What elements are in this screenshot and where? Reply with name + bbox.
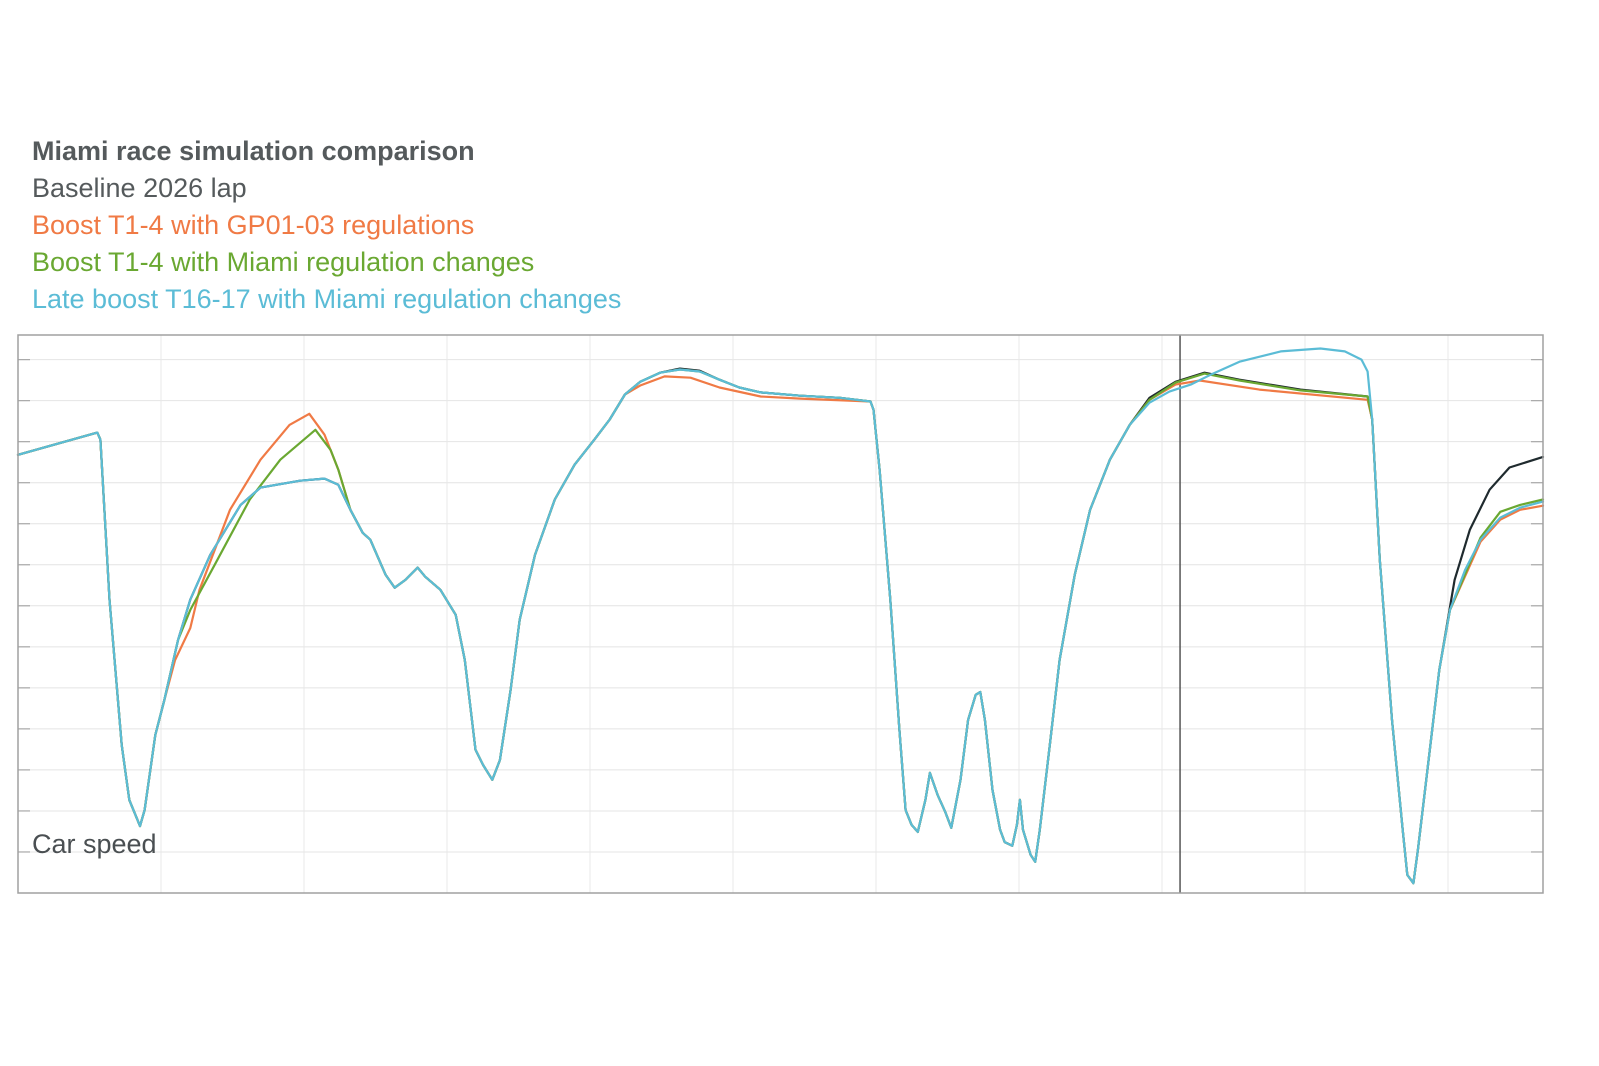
plot-frame <box>17 334 1544 894</box>
legend-item-baseline: Baseline 2026 lap <box>32 173 247 203</box>
grid <box>18 335 1543 893</box>
series-line-3 <box>16 347 1545 885</box>
series-line-1 <box>16 375 1545 885</box>
legend-item-miami-t1-4: Boost T1-4 with Miami regulation changes <box>32 247 535 277</box>
series-lines <box>16 347 1545 885</box>
y-axis-label: Car speed <box>32 829 157 859</box>
chart-title: Miami race simulation comparison <box>32 136 475 166</box>
legend-item-late-boost: Late boost T16-17 with Miami regulation … <box>32 284 622 314</box>
series-line-0 <box>16 367 1545 885</box>
legend: Miami race simulation comparison Baselin… <box>32 133 621 318</box>
legend-item-gp01-03: Boost T1-4 with GP01-03 regulations <box>32 210 475 240</box>
series-line-2 <box>16 368 1545 885</box>
